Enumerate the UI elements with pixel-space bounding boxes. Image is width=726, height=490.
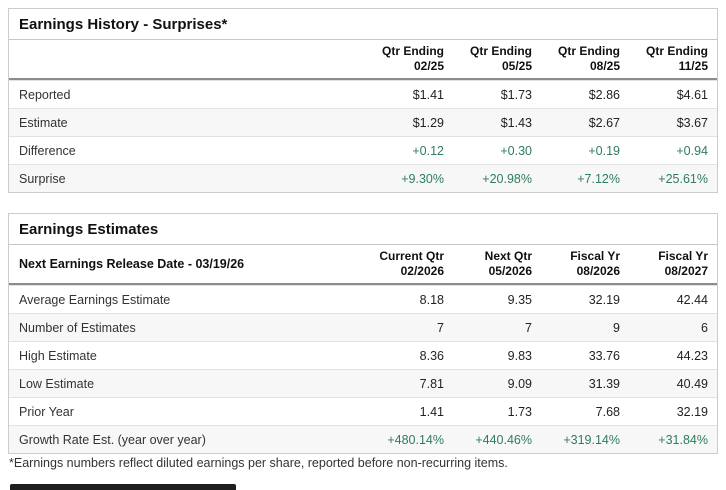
row-label: High Estimate bbox=[19, 348, 97, 363]
column-header: Fiscal Yr 08/2026 bbox=[570, 249, 620, 278]
cell: 1.41 bbox=[419, 404, 444, 419]
cell: 7 bbox=[525, 320, 532, 335]
cell: +0.30 bbox=[500, 143, 532, 158]
cell: 31.39 bbox=[588, 376, 620, 391]
cell: 7 bbox=[437, 320, 444, 335]
cell: +480.14% bbox=[387, 432, 444, 447]
cell: 32.19 bbox=[588, 292, 620, 307]
table-row: Low Estimate 7.81 9.09 31.39 40.49 bbox=[9, 369, 717, 397]
cell: 1.73 bbox=[507, 404, 532, 419]
earnings-footnote: *Earnings numbers reflect diluted earnin… bbox=[9, 456, 508, 470]
row-label: Estimate bbox=[19, 115, 68, 130]
cell: 42.44 bbox=[676, 292, 708, 307]
cell: 8.18 bbox=[419, 292, 444, 307]
earnings-history-panel: Earnings History - Surprises* Qtr Ending… bbox=[8, 8, 718, 193]
cell: $3.67 bbox=[676, 115, 708, 130]
cell: +0.19 bbox=[588, 143, 620, 158]
cell: 44.23 bbox=[676, 348, 708, 363]
cell: 32.19 bbox=[676, 404, 708, 419]
column-header: Qtr Ending 08/25 bbox=[558, 44, 620, 73]
cell: $1.29 bbox=[412, 115, 444, 130]
cell: 33.76 bbox=[588, 348, 620, 363]
column-header: Current Qtr 02/2026 bbox=[379, 249, 444, 278]
cell: +0.94 bbox=[676, 143, 708, 158]
cell: 6 bbox=[701, 320, 708, 335]
cell: 7.68 bbox=[595, 404, 620, 419]
row-label: Prior Year bbox=[19, 404, 74, 419]
table-row: Prior Year 1.41 1.73 7.68 32.19 bbox=[9, 397, 717, 425]
row-label: Growth Rate Est. (year over year) bbox=[19, 432, 206, 447]
cell: +319.14% bbox=[563, 432, 620, 447]
table-row: Growth Rate Est. (year over year) +480.1… bbox=[9, 425, 717, 453]
cutoff-section-bar bbox=[10, 484, 236, 490]
table-row: Difference +0.12 +0.30 +0.19 +0.94 bbox=[9, 136, 717, 164]
cell: $2.67 bbox=[588, 115, 620, 130]
cell: +25.61% bbox=[658, 171, 708, 186]
cell: 7.81 bbox=[419, 376, 444, 391]
table-row: Average Earnings Estimate 8.18 9.35 32.1… bbox=[9, 285, 717, 313]
table-row: Estimate $1.29 $1.43 $2.67 $3.67 bbox=[9, 108, 717, 136]
row-label: Number of Estimates bbox=[19, 320, 136, 335]
cell: $1.43 bbox=[500, 115, 532, 130]
earnings-estimates-panel: Earnings Estimates Next Earnings Release… bbox=[8, 213, 718, 454]
column-header: Fiscal Yr 08/2027 bbox=[658, 249, 708, 278]
row-label: Average Earnings Estimate bbox=[19, 292, 171, 307]
table-row: Surprise +9.30% +20.98% +7.12% +25.61% bbox=[9, 164, 717, 192]
earnings-estimates-header-row: Next Earnings Release Date - 03/19/26 Cu… bbox=[9, 245, 717, 285]
earnings-history-title: Earnings History - Surprises* bbox=[9, 9, 717, 40]
table-row: Number of Estimates 7 7 9 6 bbox=[9, 313, 717, 341]
row-label: Surprise bbox=[19, 171, 66, 186]
table-row: High Estimate 8.36 9.83 33.76 44.23 bbox=[9, 341, 717, 369]
next-earnings-release-date: Next Earnings Release Date - 03/19/26 bbox=[19, 257, 245, 271]
column-header: Next Qtr 05/2026 bbox=[484, 249, 532, 278]
earnings-history-header-row: Qtr Ending 02/25 Qtr Ending 05/25 Qtr En… bbox=[9, 40, 717, 80]
cell: 40.49 bbox=[676, 376, 708, 391]
cell: +440.46% bbox=[475, 432, 532, 447]
column-header: Qtr Ending 11/25 bbox=[646, 44, 708, 73]
column-header: Qtr Ending 02/25 bbox=[382, 44, 444, 73]
cell: +31.84% bbox=[658, 432, 708, 447]
cell: 8.36 bbox=[419, 348, 444, 363]
cell: $2.86 bbox=[588, 87, 620, 102]
cell: $4.61 bbox=[676, 87, 708, 102]
cell: $1.41 bbox=[412, 87, 444, 102]
row-label: Reported bbox=[19, 87, 71, 102]
row-label: Low Estimate bbox=[19, 376, 95, 391]
cell: +9.30% bbox=[401, 171, 444, 186]
cell: +7.12% bbox=[577, 171, 620, 186]
row-label: Difference bbox=[19, 143, 76, 158]
earnings-estimates-title: Earnings Estimates bbox=[9, 214, 717, 245]
table-row: Reported $1.41 $1.73 $2.86 $4.61 bbox=[9, 80, 717, 108]
cell: +20.98% bbox=[482, 171, 532, 186]
cell: 9.09 bbox=[507, 376, 532, 391]
cell: 9.83 bbox=[507, 348, 532, 363]
column-header: Qtr Ending 05/25 bbox=[470, 44, 532, 73]
cell: 9 bbox=[613, 320, 620, 335]
cell: +0.12 bbox=[412, 143, 444, 158]
cell: 9.35 bbox=[507, 292, 532, 307]
cell: $1.73 bbox=[500, 87, 532, 102]
